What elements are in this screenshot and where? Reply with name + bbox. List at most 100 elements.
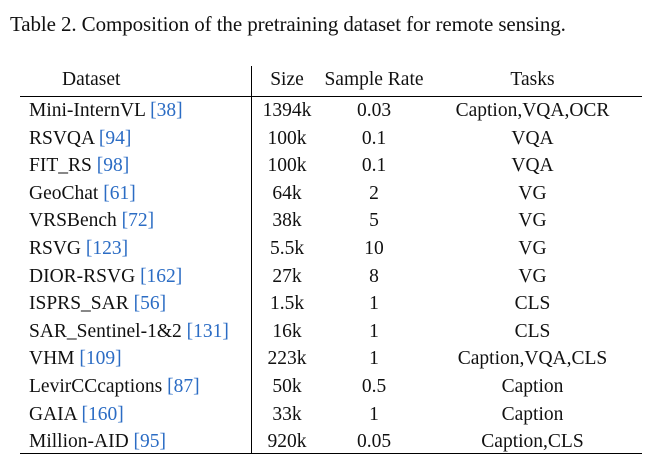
table-row: VRSBench [72] 38k 5 VG <box>20 207 642 235</box>
dataset-cell: GAIA [160] <box>29 401 124 429</box>
header-tasks: Tasks <box>510 69 555 90</box>
citation-link[interactable]: [61] <box>103 182 136 204</box>
sample-rate-cell: 1 <box>369 320 379 342</box>
size-cell: 33k <box>272 403 302 425</box>
citation-link[interactable]: [95] <box>133 431 167 453</box>
dataset-cell: DIOR-RSVG [162] <box>29 263 182 291</box>
size-cell: 38k <box>272 210 302 232</box>
citation-link[interactable]: [72] <box>121 210 155 232</box>
citation-link[interactable]: [94] <box>98 127 132 149</box>
sample-rate-cell: 1 <box>369 293 379 315</box>
table-row: VHM [109] 223k 1 Caption,VQA,CLS <box>20 345 642 373</box>
tasks-cell: VQA <box>511 155 554 177</box>
dataset-name: RSVG <box>29 237 82 259</box>
tasks-cell: Caption,CLS <box>481 431 584 453</box>
table-row: GeoChat [61] 64k 2 VG <box>20 180 642 208</box>
citation-link[interactable]: [160] <box>81 403 124 425</box>
sample-rate-cell: 0.05 <box>356 431 392 453</box>
size-cell: 1394k <box>262 100 312 121</box>
size-cell: 50k <box>272 375 302 397</box>
table-header: Dataset Size Sample Rate Tasks <box>20 66 642 94</box>
sample-rate-cell: 5 <box>369 210 379 232</box>
dataset-name: LevirCCcaptions <box>29 375 163 397</box>
bottom-rule <box>20 453 642 454</box>
citation-link[interactable]: [131] <box>186 320 229 342</box>
tasks-cell: VG <box>518 265 547 287</box>
tasks-cell: VQA <box>511 127 554 149</box>
dataset-name: ISPRS_SAR <box>29 293 129 315</box>
dataset-name: VHM <box>29 348 75 370</box>
sample-rate-cell: 2 <box>369 182 379 204</box>
table-row: SAR_Sentinel-1&2 [131] 16k 1 CLS <box>20 318 642 346</box>
dataset-cell: SAR_Sentinel-1&2 [131] <box>29 318 229 346</box>
dataset-name: VRSBench <box>29 210 117 232</box>
column-divider <box>251 66 252 453</box>
header-sample-rate: Sample Rate <box>324 69 424 90</box>
citation-link[interactable]: [98] <box>96 155 130 177</box>
header-dataset: Dataset <box>62 69 121 90</box>
tasks-cell: CLS <box>514 320 551 342</box>
table-row: LevirCCcaptions [87] 50k 0.5 Caption <box>20 373 642 401</box>
header-size: Size <box>270 69 304 90</box>
tasks-cell: Caption <box>501 403 564 425</box>
table-row: DIOR-RSVG [162] 27k 8 VG <box>20 263 642 291</box>
size-cell: 1.5k <box>269 293 305 315</box>
size-cell: 16k <box>272 320 302 342</box>
sample-rate-cell: 0.1 <box>361 127 387 149</box>
table-body: Mini-InternVL [38] 1394k 0.03 Caption,VQA,O… <box>20 97 642 456</box>
dataset-cell: Million-AID [95] <box>29 428 166 456</box>
dataset-cell: GeoChat [61] <box>29 180 136 208</box>
dataset-name: GAIA <box>29 403 77 425</box>
tasks-cell: Caption <box>501 375 564 397</box>
sample-rate-cell: 0.5 <box>361 375 387 397</box>
sample-rate-cell: 0.03 <box>356 100 392 121</box>
dataset-name: Million-AID <box>29 431 129 453</box>
tasks-cell: Caption,VQA,OCR <box>455 100 610 121</box>
table-row: FIT_RS [98] 100k 0.1 VQA <box>20 152 642 180</box>
table-row: RSVG [123] 5.5k 10 VG <box>20 235 642 263</box>
citation-link[interactable]: [38] <box>150 100 183 121</box>
citation-link[interactable]: [123] <box>85 237 129 259</box>
size-cell: 5.5k <box>269 237 305 259</box>
sample-rate-cell: 1 <box>369 403 379 425</box>
dataset-cell: VHM [109] <box>29 345 122 373</box>
table-row: Million-AID [95] 920k 0.05 Caption,CLS <box>20 428 642 456</box>
dataset-cell: FIT_RS [98] <box>29 152 129 180</box>
table-row: ISPRS_SAR [56] 1.5k 1 CLS <box>20 290 642 318</box>
citation-link[interactable]: [109] <box>79 348 122 370</box>
tasks-cell: VG <box>518 210 547 232</box>
dataset-name: DIOR-RSVG <box>29 265 136 287</box>
dataset-name: RSVQA <box>29 127 95 149</box>
size-cell: 100k <box>267 155 307 177</box>
dataset-cell: LevirCCcaptions [87] <box>29 373 200 401</box>
sample-rate-cell: 0.1 <box>361 155 387 177</box>
header-rule <box>20 96 642 97</box>
citation-link[interactable]: [162] <box>140 265 183 287</box>
dataset-name: FIT_RS <box>29 155 92 177</box>
table-caption: Table 2. Composition of the pretraining … <box>10 12 566 36</box>
size-cell: 100k <box>267 127 307 149</box>
dataset-cell: ISPRS_SAR [56] <box>29 290 166 318</box>
table-row: RSVQA [94] 100k 0.1 VQA <box>20 125 642 153</box>
table-row: Mini-InternVL [38] 1394k 0.03 Caption,VQA,O… <box>20 97 642 125</box>
citation-link[interactable]: [87] <box>167 375 200 397</box>
dataset-cell: RSVG [123] <box>29 235 128 263</box>
tasks-cell: CLS <box>514 293 551 315</box>
dataset-cell: VRSBench [72] <box>29 207 154 235</box>
dataset-name: SAR_Sentinel-1&2 <box>29 320 182 342</box>
dataset-cell: RSVQA [94] <box>29 125 131 153</box>
tasks-cell: VG <box>518 182 547 204</box>
size-cell: 920k <box>267 431 307 453</box>
size-cell: 27k <box>272 265 302 287</box>
dataset-name: GeoChat <box>29 182 99 204</box>
tasks-cell: VG <box>518 237 547 259</box>
sample-rate-cell: 1 <box>369 348 379 370</box>
size-cell: 64k <box>272 182 302 204</box>
citation-link[interactable]: [56] <box>133 293 167 315</box>
dataset-table: Dataset Size Sample Rate Tasks Mini-Inte… <box>20 66 642 456</box>
size-cell: 223k <box>267 348 307 370</box>
table-row: GAIA [160] 33k 1 Caption <box>20 401 642 429</box>
dataset-cell: Mini-InternVL [38] <box>29 97 183 125</box>
dataset-name: Mini-InternVL <box>29 100 146 121</box>
tasks-cell: Caption,VQA,CLS <box>457 348 608 370</box>
